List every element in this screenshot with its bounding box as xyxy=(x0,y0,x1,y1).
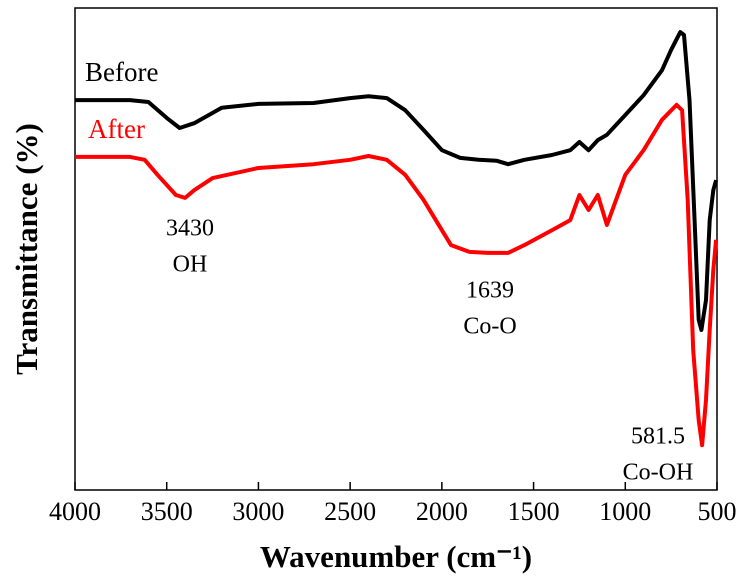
annotation: Co-OH xyxy=(623,460,694,486)
x-axis-label: Wavenumber (cm⁻¹) xyxy=(260,539,532,574)
annotation: 1639 xyxy=(466,278,514,304)
x-tick-label: 500 xyxy=(698,497,737,526)
annotation: 3430 xyxy=(166,216,214,242)
x-tick-label: 2000 xyxy=(416,497,468,526)
annotation: Co-O xyxy=(463,314,516,340)
y-axis-label: Transmittance (%) xyxy=(9,123,44,375)
annotation: 581.5 xyxy=(631,424,685,450)
annotation: OH xyxy=(173,252,208,278)
series-label: After xyxy=(88,114,145,144)
x-tick-label: 2500 xyxy=(324,497,376,526)
series-line xyxy=(75,102,719,448)
series-label: Before xyxy=(85,57,158,87)
plot-frame xyxy=(74,7,718,491)
x-tick-label: 3500 xyxy=(141,497,193,526)
x-tick-label: 3000 xyxy=(232,497,284,526)
x-tick-label: 1500 xyxy=(508,497,560,526)
x-tick-label: 4000 xyxy=(49,497,101,526)
x-tick-label: 1000 xyxy=(599,497,651,526)
series-line xyxy=(75,30,719,332)
